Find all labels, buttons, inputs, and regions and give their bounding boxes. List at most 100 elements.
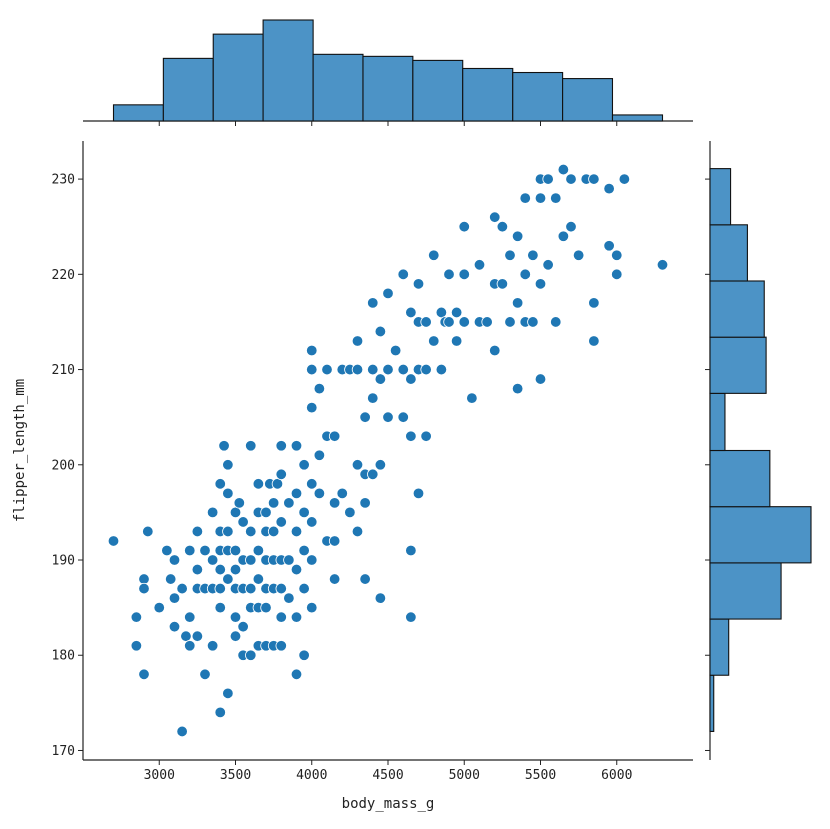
right-hist-bar <box>709 392 726 452</box>
data-point <box>603 182 615 195</box>
data-point <box>233 497 246 509</box>
data-point <box>351 459 364 471</box>
y-tick-label: 170 <box>52 744 75 759</box>
data-point <box>420 363 432 376</box>
y-tick-label: 200 <box>52 458 75 473</box>
data-point <box>214 582 226 595</box>
data-point <box>435 363 448 376</box>
data-point <box>359 573 371 585</box>
data-point <box>588 297 600 309</box>
top-hist-bar <box>362 55 414 122</box>
data-point <box>267 497 280 509</box>
right-hist-bar <box>709 562 782 620</box>
data-point <box>405 611 417 623</box>
data-point <box>336 487 348 500</box>
right-hist-bar <box>709 449 771 508</box>
data-point <box>367 392 379 404</box>
data-point <box>618 173 631 185</box>
data-point <box>328 497 341 509</box>
top-hist-bar <box>562 78 614 122</box>
data-point <box>245 649 257 661</box>
data-point <box>572 249 585 261</box>
data-point <box>466 392 478 404</box>
data-point <box>184 544 196 557</box>
x-tick-label: 5500 <box>525 768 556 783</box>
data-point <box>450 335 463 347</box>
data-point <box>222 573 234 585</box>
data-point <box>313 487 326 500</box>
data-point <box>511 382 524 395</box>
data-point <box>504 249 516 261</box>
data-point <box>142 525 154 538</box>
data-point <box>458 221 470 233</box>
data-point <box>107 535 120 547</box>
data-point <box>214 706 226 719</box>
data-point <box>298 582 310 595</box>
data-point <box>328 430 341 442</box>
data-point <box>214 478 226 490</box>
data-point <box>534 373 547 385</box>
data-point <box>328 535 341 547</box>
data-point <box>511 230 524 242</box>
data-point <box>557 163 570 176</box>
data-point <box>199 668 211 680</box>
data-point <box>176 582 188 595</box>
data-point <box>534 192 547 204</box>
data-point <box>405 373 417 385</box>
data-point <box>290 487 303 500</box>
top-hist-bar <box>312 53 364 122</box>
data-point <box>405 430 417 442</box>
data-point <box>153 601 165 614</box>
data-point <box>206 554 219 566</box>
x-tick-label: 5000 <box>449 768 480 783</box>
data-point <box>290 440 303 452</box>
data-point <box>550 316 562 328</box>
data-point <box>214 601 226 614</box>
data-point <box>359 497 371 509</box>
data-point <box>283 554 295 566</box>
data-point <box>229 544 242 557</box>
data-point <box>130 640 143 652</box>
data-point <box>164 573 177 585</box>
data-point <box>176 725 188 738</box>
data-point <box>367 297 379 309</box>
data-point <box>306 516 318 528</box>
data-point <box>481 316 493 328</box>
right-hist-bar <box>709 280 765 338</box>
data-point <box>359 411 371 423</box>
data-point <box>252 573 265 585</box>
data-point <box>397 363 409 376</box>
data-point <box>222 525 234 538</box>
data-point <box>298 544 310 557</box>
top-marginal-histogram <box>83 19 693 126</box>
data-point <box>290 563 303 576</box>
data-point <box>275 516 287 528</box>
x-tick-label: 6000 <box>601 768 632 783</box>
data-point <box>306 478 318 490</box>
data-point <box>496 221 509 233</box>
data-point <box>321 363 333 376</box>
data-point <box>184 611 196 623</box>
right-hist-bar <box>709 168 732 226</box>
data-point <box>443 316 455 328</box>
data-point <box>275 611 287 623</box>
data-point <box>298 459 310 471</box>
data-point <box>138 573 150 585</box>
data-point <box>389 344 402 357</box>
data-point <box>382 363 394 376</box>
data-point <box>245 440 257 452</box>
data-point <box>290 611 303 623</box>
data-point <box>428 335 440 347</box>
data-point <box>405 306 417 319</box>
data-point <box>611 268 623 281</box>
data-point <box>199 544 211 557</box>
data-point <box>534 278 547 290</box>
data-point <box>351 363 364 376</box>
data-point <box>382 287 394 300</box>
data-point <box>519 268 531 281</box>
data-point <box>489 344 501 357</box>
data-point <box>275 468 287 481</box>
data-point <box>306 344 318 357</box>
data-point <box>306 401 318 414</box>
y-tick-label: 210 <box>52 363 75 378</box>
